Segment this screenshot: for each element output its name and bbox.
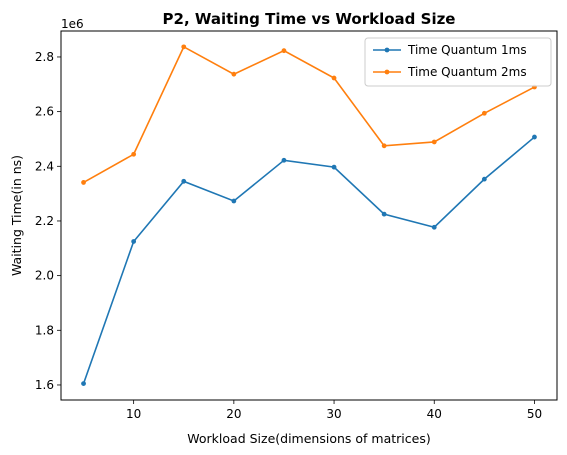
y-tick-label: 1.8 bbox=[35, 323, 54, 337]
y-axis-offset-text: 1e6 bbox=[61, 17, 84, 31]
series-1-point bbox=[81, 381, 86, 386]
y-tick-label: 1.6 bbox=[35, 378, 54, 392]
x-tick-label: 50 bbox=[527, 407, 542, 421]
series-1-point bbox=[281, 157, 287, 163]
y-axis: 1.6 1.8 2.0 2.2 2.4 2.6 2.8 bbox=[35, 50, 61, 392]
x-tick-label: 30 bbox=[326, 407, 341, 421]
plot-area bbox=[81, 44, 537, 386]
y-tick-label: 2.8 bbox=[35, 50, 54, 64]
series-2-point bbox=[481, 110, 487, 116]
series-1-point bbox=[532, 134, 537, 140]
series-2-point bbox=[431, 139, 437, 145]
series-1-point bbox=[231, 198, 237, 204]
x-axis-label: Workload Size(dimensions of matrices) bbox=[187, 431, 430, 446]
legend: Time Quantum 1ms Time Quantum 2ms bbox=[364, 37, 552, 87]
y-axis-label: Waiting Time(in ns) bbox=[9, 155, 24, 276]
series-1-point bbox=[431, 224, 437, 230]
x-tick-label: 10 bbox=[126, 407, 141, 421]
legend-label: Time Quantum 1ms bbox=[407, 43, 527, 57]
x-tick-label: 20 bbox=[226, 407, 241, 421]
legend-swatch-marker bbox=[384, 69, 390, 75]
legend-box bbox=[364, 37, 552, 87]
x-axis: 10 20 30 40 50 bbox=[126, 400, 542, 421]
series-2-point bbox=[131, 151, 137, 157]
y-tick-label: 2.0 bbox=[35, 269, 54, 283]
series-line-2 bbox=[83, 45, 535, 184]
series-line-1 bbox=[82, 136, 535, 384]
series-2-point bbox=[81, 180, 86, 185]
x-tick-label: 40 bbox=[427, 407, 442, 421]
series-1-point bbox=[331, 164, 337, 170]
series-2-point bbox=[331, 75, 337, 81]
y-tick-label: 2.4 bbox=[35, 159, 54, 173]
series-1-point bbox=[181, 178, 187, 184]
legend-label: Time Quantum 2ms bbox=[407, 65, 527, 79]
series-1-point bbox=[131, 239, 137, 244]
y-tick-label: 2.2 bbox=[35, 214, 54, 228]
legend-swatch-marker bbox=[384, 47, 390, 53]
plot-frame bbox=[60, 30, 558, 401]
series-2-point bbox=[181, 44, 187, 50]
chart-title: P2, Waiting Time vs Workload Size bbox=[163, 10, 456, 28]
series-1-point bbox=[481, 176, 487, 182]
series-2-point bbox=[381, 143, 387, 149]
y-tick-label: 2.6 bbox=[35, 105, 54, 119]
series-2-point bbox=[281, 48, 287, 54]
series-1-point bbox=[381, 211, 387, 217]
series-2-point bbox=[231, 71, 237, 77]
